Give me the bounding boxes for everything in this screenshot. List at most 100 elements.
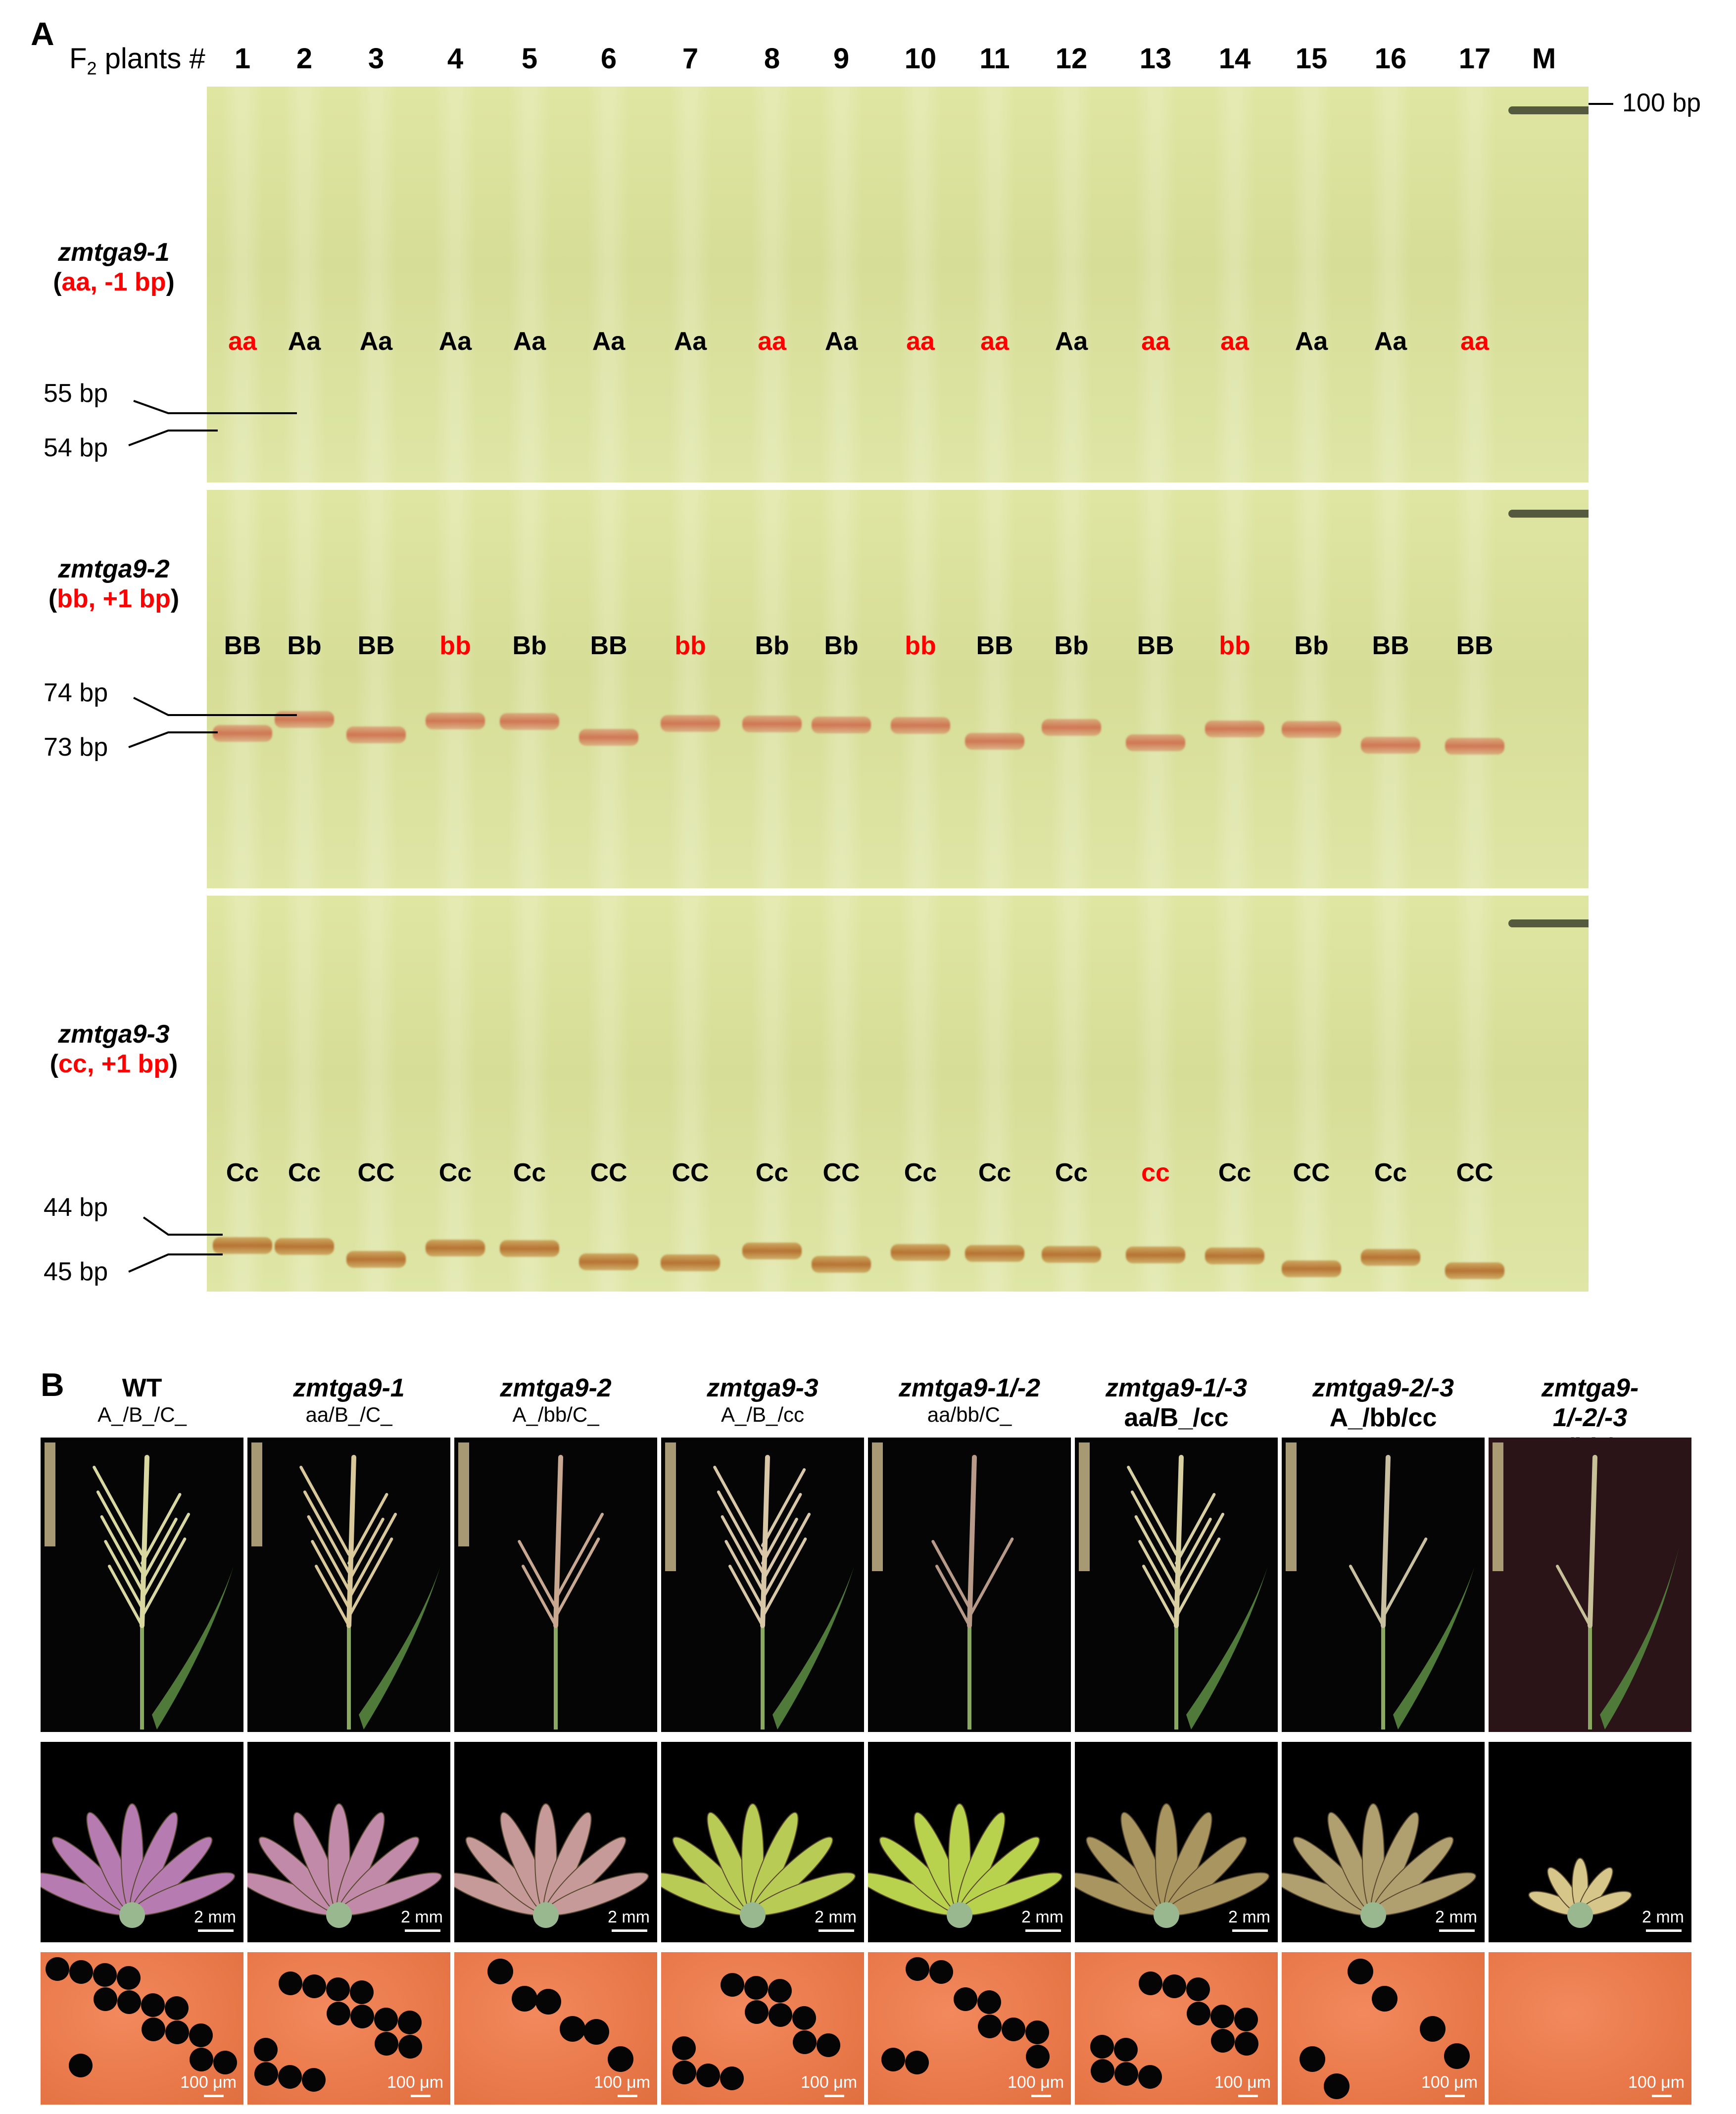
genotype-label: BB	[224, 631, 261, 660]
gel-lane	[1290, 87, 1333, 482]
gel-lane	[1050, 896, 1093, 1292]
pollen-grain	[398, 2035, 422, 2059]
tassel-photo	[1075, 1438, 1278, 1732]
lane-number-5: 5	[521, 43, 538, 75]
pollen-grain	[302, 2068, 326, 2092]
scale-label-um: 100 μm	[1214, 2073, 1271, 2092]
tassel-illustration	[251, 1442, 440, 1730]
pollen-grain	[69, 2054, 93, 2077]
scale-label-mm: 2 mm	[194, 1908, 236, 1926]
genotype-code: aa/B_/cc	[1124, 1403, 1229, 1432]
pollen-photo: 100 μm	[247, 1952, 450, 2105]
genotype-label: aa	[980, 327, 1009, 356]
dna-band	[812, 1256, 871, 1273]
pollen-grain	[189, 2023, 213, 2047]
scale-label-mm: 2 mm	[401, 1908, 443, 1926]
lane-number-10: 10	[904, 43, 937, 75]
scale-label-mm: 2 mm	[608, 1908, 650, 1926]
scale-bar	[405, 1929, 440, 1932]
spikelet-illustration	[1075, 1803, 1270, 1928]
gel-label-zmtga9-3: zmtga9-3 (cc, +1 bp)	[49, 1020, 178, 1078]
pollen-grain	[254, 2062, 278, 2086]
genotype-code: A_/bb/C_	[512, 1403, 599, 1426]
genotype-label: CC	[1456, 1158, 1494, 1187]
genotype-name: zmtga9-2	[500, 1374, 612, 1402]
bp-label-44: 44 bp	[44, 1193, 108, 1222]
spikelet-photo: 2 mm	[1489, 1742, 1691, 1942]
lane-number-6: 6	[600, 43, 617, 75]
genotype-label: Bb	[512, 631, 547, 660]
dna-band	[1282, 721, 1341, 738]
pollen-grain	[69, 1960, 93, 1984]
dna-band	[742, 1243, 802, 1259]
scale-bar	[1232, 1929, 1268, 1932]
marker-lane-label: M	[1532, 43, 1556, 75]
genotype-label: Aa	[288, 327, 321, 356]
dna-band	[1126, 734, 1185, 751]
pollen-grain	[744, 1976, 768, 2000]
lane-number-8: 8	[764, 43, 780, 75]
scale-label-um: 100 μm	[1421, 2073, 1478, 2092]
spikelet-photo: 2 mm	[868, 1742, 1071, 1942]
dna-band	[1205, 721, 1264, 737]
pollen-grain	[1420, 2016, 1446, 2042]
gel-zmtga9-1: aa Aa Aa Aa Aa Aa Aa aa Aa aa aa Aa aa aa Aa Aa aa	[207, 87, 1589, 482]
bp-label-73: 73 bp	[44, 733, 108, 762]
genotype-label: bb	[1219, 631, 1251, 660]
bp-label-55: 55 bp	[44, 379, 108, 408]
genotype-name: zmtga9-1/-2/-3	[1541, 1374, 1639, 1432]
pollen-photo: 100 μm	[454, 1952, 657, 2105]
genotype-label: Aa	[513, 327, 546, 356]
gel-lane	[1369, 87, 1412, 482]
bp-label-45: 45 bp	[44, 1257, 108, 1286]
genotype-label: Cc	[513, 1158, 546, 1187]
dna-band	[1042, 719, 1101, 736]
genotype-label: BB	[1456, 631, 1494, 660]
dna-band	[426, 713, 485, 729]
genotype-label: Aa	[674, 327, 707, 356]
gel-lane	[1134, 490, 1177, 888]
pollen-photo: 100 μm	[41, 1952, 243, 2105]
pollen-grain	[721, 1973, 744, 1997]
gel-lane	[1290, 490, 1333, 888]
genotype-label: BB	[976, 631, 1013, 660]
gel-lane	[1369, 490, 1412, 888]
genotype-label: aa	[758, 327, 786, 356]
pollen-photo: 100 μm	[661, 1952, 864, 2105]
dna-band	[661, 1254, 720, 1271]
gel-lane	[1213, 490, 1256, 888]
lane-number-17: 17	[1458, 43, 1491, 75]
marker-band	[1508, 919, 1589, 927]
pollen-grain	[1139, 1971, 1162, 1995]
pollen-grain	[1114, 2038, 1138, 2062]
pollen-grain	[1090, 2035, 1114, 2059]
pollen-grain	[929, 1960, 953, 1984]
pollen-grain	[535, 1989, 561, 2015]
gel-lane	[434, 87, 477, 482]
gel-lane	[751, 87, 793, 482]
gel-lane	[1134, 896, 1177, 1292]
genotype-label: bb	[905, 631, 936, 660]
gel-lane	[587, 896, 630, 1292]
dna-band	[891, 1244, 950, 1261]
tassel-photo	[1282, 1438, 1485, 1732]
pollen-grain	[375, 2032, 398, 2056]
genotype-label: Bb	[1054, 631, 1089, 660]
dna-band	[661, 715, 720, 732]
gel-lane	[587, 490, 630, 888]
pollen-grain	[1002, 2018, 1025, 2041]
tassel-photo	[247, 1438, 450, 1732]
spikelet-illustration	[868, 1803, 1063, 1928]
genotype-name: zmtga9-1/-3	[1105, 1374, 1248, 1402]
pollen-grain	[94, 1987, 117, 2011]
genotype-label: CC	[822, 1158, 860, 1187]
pollen-grain	[1114, 2062, 1138, 2086]
tassel-illustration	[665, 1442, 854, 1730]
gel-lane	[820, 896, 863, 1292]
genotype-label: Bb	[755, 631, 789, 660]
dna-band	[500, 1240, 559, 1257]
tassel-photo	[868, 1438, 1071, 1732]
genotype-name: zmtga9-1/-2	[898, 1374, 1041, 1402]
dna-band	[1445, 738, 1504, 755]
tassel-illustration	[872, 1442, 1014, 1730]
